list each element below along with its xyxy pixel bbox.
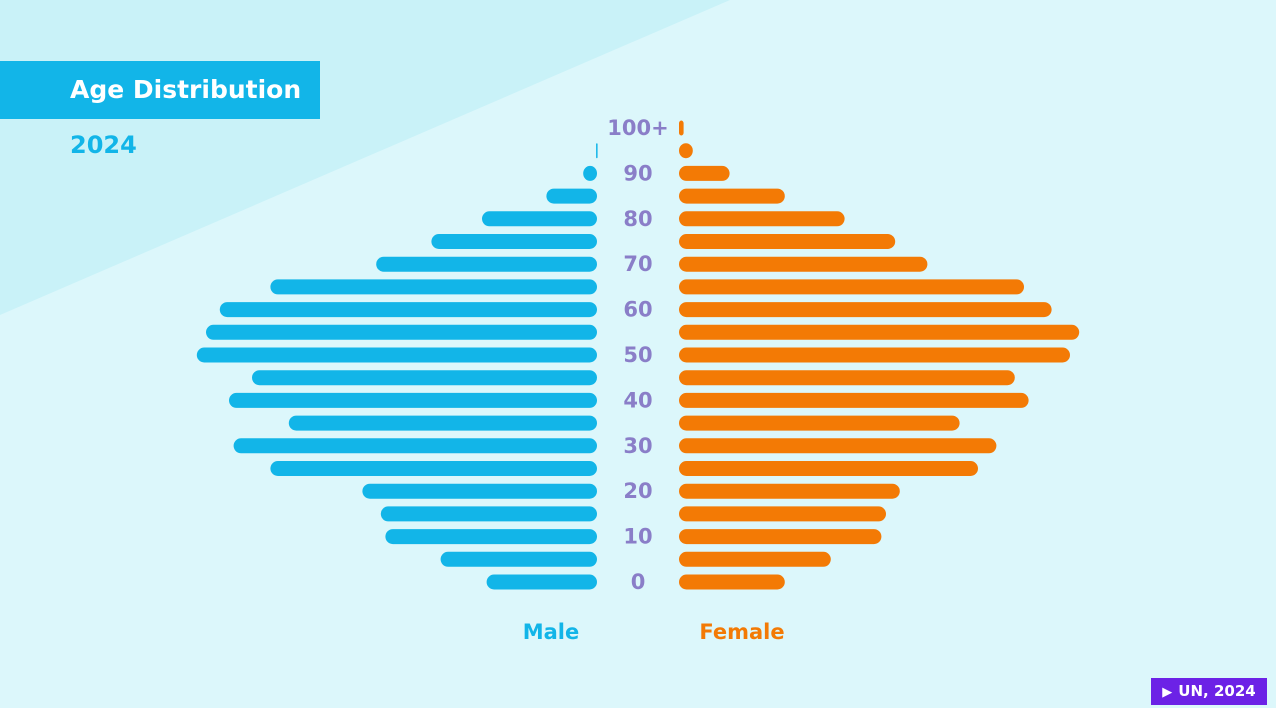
male-bar-60-64 xyxy=(219,302,598,318)
female-bar-30-34 xyxy=(679,438,997,454)
female-bar-85-89 xyxy=(679,188,785,204)
male-bar-10-14 xyxy=(385,529,597,545)
male-bar-95-99 xyxy=(596,143,598,159)
male-bar-70-74 xyxy=(376,256,597,272)
male-bar-90-94 xyxy=(583,165,597,181)
male-bar-0-4 xyxy=(486,574,597,590)
male-bar-45-49 xyxy=(252,370,597,386)
chart-title: Age Distribution xyxy=(70,75,302,104)
source-label: UN, 2024 xyxy=(1178,682,1256,700)
female-bar-65-69 xyxy=(679,279,1024,295)
female-bar-15-19 xyxy=(679,506,886,522)
female-bar-25-29 xyxy=(679,461,978,476)
female-bar-40-44 xyxy=(679,392,1029,408)
age-tick-label: 40 xyxy=(623,388,652,412)
male-bar-85-89 xyxy=(546,188,597,204)
age-tick-label: 70 xyxy=(623,252,652,276)
female-bar-70-74 xyxy=(679,256,928,272)
legend-female: Female xyxy=(699,620,784,644)
age-tick-label: 50 xyxy=(623,343,652,367)
source-badge[interactable]: ▶ UN, 2024 xyxy=(1151,678,1267,705)
female-bar-95-99 xyxy=(679,143,693,159)
age-tick-label: 90 xyxy=(623,161,652,185)
male-bar-5-9 xyxy=(440,551,597,567)
age-tick-label: 30 xyxy=(623,434,652,458)
age-tick-label: 0 xyxy=(631,570,646,594)
male-bar-65-69 xyxy=(270,279,597,295)
female-bar-20-24 xyxy=(679,483,900,499)
legend-male: Male xyxy=(523,620,580,644)
male-bar-55-59 xyxy=(206,324,597,340)
female-bar-60-64 xyxy=(679,302,1052,318)
female-bar-5-9 xyxy=(679,551,831,567)
age-tick-label: 60 xyxy=(623,298,652,322)
male-bar-50-54 xyxy=(196,347,598,363)
female-bar-0-4 xyxy=(679,574,785,590)
male-bar-20-24 xyxy=(362,483,597,499)
title-banner: Age Distribution xyxy=(0,61,320,119)
age-tick-label: 10 xyxy=(623,525,652,549)
male-bar-30-34 xyxy=(233,438,597,454)
male-bar-15-19 xyxy=(380,506,597,522)
male-bar-25-29 xyxy=(270,461,597,476)
female-bar-35-39 xyxy=(679,415,960,431)
age-tick-label: 100+ xyxy=(607,116,668,140)
female-bar-75-79 xyxy=(679,234,896,249)
female-bar-45-49 xyxy=(679,370,1015,386)
age-tick-label: 80 xyxy=(623,207,652,231)
female-bar-55-59 xyxy=(679,324,1080,340)
male-bar-80-84 xyxy=(482,211,597,227)
female-bar-80-84 xyxy=(679,211,845,227)
male-bar-75-79 xyxy=(431,234,597,249)
female-bar-50-54 xyxy=(679,347,1070,363)
female-bar-90-94 xyxy=(679,165,730,181)
play-icon: ▶ xyxy=(1162,685,1173,700)
female-bar-10-14 xyxy=(679,529,882,545)
age-tick-label: 20 xyxy=(623,479,652,503)
male-bar-35-39 xyxy=(288,415,597,431)
chart-subtitle: 2024 xyxy=(70,131,137,159)
male-bar-40-44 xyxy=(229,392,597,408)
female-bar-100+ xyxy=(679,120,684,136)
